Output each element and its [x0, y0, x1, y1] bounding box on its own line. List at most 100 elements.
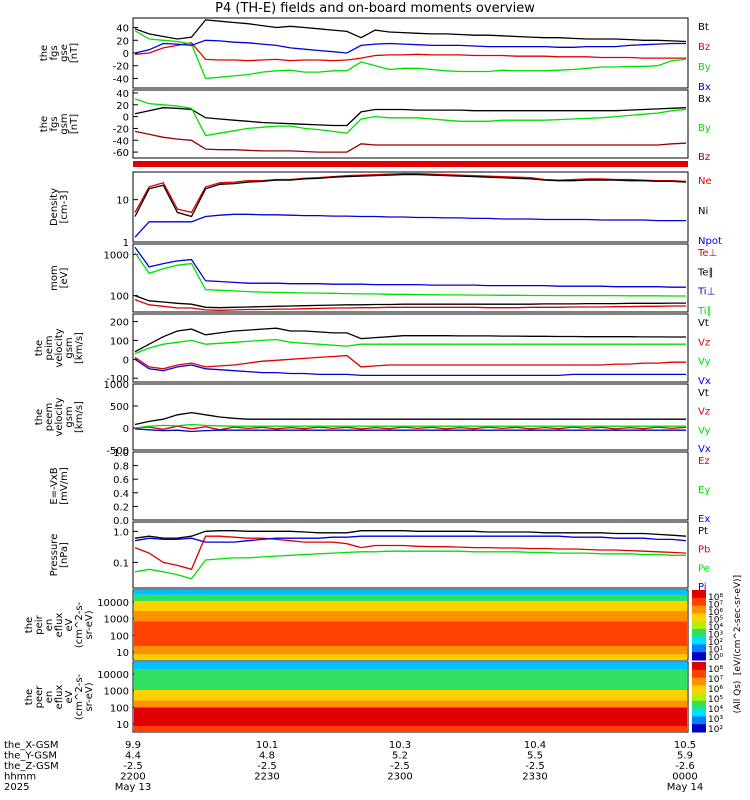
- panel-frame: [132, 243, 689, 313]
- series-line-By: [134, 30, 687, 80]
- ytick-label: 10: [116, 196, 129, 207]
- legend-Vy: Vy: [698, 425, 711, 436]
- ylabel-line: eV: [64, 618, 75, 631]
- colorbar-tick: 10³: [708, 631, 723, 641]
- ytick-label: 1000: [104, 250, 129, 261]
- xaxis-value: 10.3: [389, 740, 411, 751]
- legend-Bz: Bz: [698, 42, 710, 53]
- legend-Te∥: Te∥: [697, 267, 714, 278]
- ytick-label: 0: [123, 355, 129, 366]
- colorbar-tick: 10¹: [708, 646, 723, 656]
- ylabel-line: [nPa]: [59, 542, 70, 568]
- ytick-label: 100: [110, 336, 129, 347]
- panel-peem-velocity: the peem velocity gsm [km/s] 1000 500 0 -500 Vt Vz…: [34, 380, 711, 457]
- legend-By: By: [698, 123, 711, 134]
- ylabel-line: [km/s]: [74, 401, 85, 433]
- xaxis-value: -2.6: [675, 761, 695, 772]
- colorbar-cell: [692, 628, 706, 638]
- ytick-label: 0.8: [113, 462, 129, 473]
- heatmap-band: [134, 690, 687, 701]
- colorbar-cell: [692, 644, 706, 653]
- ytick-label: -500: [106, 446, 129, 457]
- colorbar-tick: 10⁷: [708, 675, 723, 685]
- ylabel-line: sr-eV): [84, 610, 95, 639]
- ylabel-line: the: [24, 689, 35, 705]
- legend-Pi: Pi: [698, 582, 707, 593]
- colorbar-tick: 10⁸: [708, 593, 723, 603]
- ylabel-line: sr-eV): [84, 682, 95, 711]
- colorbar-tick: 10⁰: [708, 653, 723, 663]
- panel-pressure: Pressure [nPa] 1.0 0.1 Pt Pb Pe Pi: [49, 521, 710, 593]
- page-title: P4 (TH-E) fields and on-board moments ov…: [215, 1, 535, 16]
- panel-peim-velocity: the peim velocity gsm [km/s] 200 100 0 -100 Vt Vz V…: [34, 313, 711, 387]
- legend-Bx: Bx: [698, 82, 711, 93]
- ytick-label: -20: [113, 124, 129, 135]
- ytick-label: 0.4: [113, 489, 129, 500]
- ytick-label: 1000: [104, 687, 129, 698]
- panel-frame: [132, 89, 689, 159]
- heatmap-band: [134, 654, 687, 660]
- xaxis-value: 10.5: [674, 740, 696, 751]
- heatmap-band: [134, 726, 687, 732]
- ytick-label: 0.2: [113, 502, 129, 513]
- ytick-label: 10: [116, 720, 129, 731]
- legend-Vy: Vy: [698, 357, 711, 368]
- ylabel-line: (cm^2-s-: [74, 601, 85, 648]
- xaxis-value: 4.4: [125, 751, 141, 762]
- colorbar-tick: 10³: [708, 715, 723, 725]
- ylabel-line: fgs: [49, 116, 60, 131]
- ylabel-line: [cm-3]: [59, 190, 70, 223]
- ytick-label: 0.6: [113, 475, 129, 486]
- ylabel-line: velocity: [54, 328, 65, 367]
- legend-Ti∥: Ti∥: [697, 306, 712, 317]
- series-line-Vy: [134, 338, 686, 355]
- series-line-Pb: [134, 535, 687, 571]
- series-line-Ti∥: [134, 252, 686, 297]
- ylabel-line: peer: [34, 685, 45, 709]
- colorbar-label: [eV/(cm^2-sec-sr-eV)]: [733, 575, 743, 675]
- ytick-label: 0.1: [113, 558, 129, 569]
- series-line-Bz: [134, 42, 686, 62]
- ytick-label: 1000: [104, 615, 129, 626]
- series-line-Bx: [134, 39, 686, 54]
- colorbar-cell: [692, 693, 706, 702]
- ylabel-line: eV: [64, 690, 75, 703]
- ylabel-line: the: [39, 116, 50, 132]
- heatmap-band: [134, 646, 687, 655]
- heatmap-band: [134, 590, 687, 595]
- panel-peir: the peir en eflux eV (cm^2-s-sr-eV)10000 1000 1…: [24, 575, 743, 675]
- ylabel-line: the: [24, 617, 35, 633]
- xaxis-value: 2300: [387, 772, 412, 783]
- panel-frame: [132, 383, 689, 451]
- ylabel-line: [km/s]: [74, 332, 85, 364]
- xaxis-value: 4.8: [259, 751, 275, 762]
- ylabel-line: peir: [34, 614, 45, 634]
- series-line-Pe: [134, 550, 686, 580]
- xaxis-value: -2.5: [123, 761, 143, 772]
- panel-frame: [132, 521, 689, 589]
- xaxis-value: 0000: [672, 772, 697, 783]
- xaxis-row-label: hhmm: [4, 772, 36, 783]
- ytick-label: -40: [113, 136, 129, 147]
- legend-Ex: Ex: [698, 514, 710, 525]
- ylabel-line: E=-VxB: [49, 467, 60, 504]
- series-line-Vz: [134, 425, 687, 431]
- xaxis-row-label: the_Z-GSM: [4, 761, 59, 772]
- heatmap-band: [134, 621, 687, 646]
- heatmap-band: [134, 601, 687, 611]
- colorbar-cell: [692, 724, 706, 733]
- ytick-label: 10: [116, 648, 129, 659]
- ytick-label: 100: [110, 292, 129, 303]
- legend-Bx: Bx: [698, 94, 711, 105]
- heatmap-band: [134, 611, 687, 622]
- ylabel-line: peem: [44, 403, 55, 431]
- series-line-Vx: [134, 428, 686, 433]
- heatmap-band: [134, 707, 687, 727]
- ytick-label: 0.0: [113, 516, 129, 527]
- ylabel-line: [nT]: [69, 43, 80, 63]
- ylabel-line: [mV/m]: [59, 467, 70, 505]
- ylabel-line: Density: [49, 188, 60, 226]
- ytick-label: 0: [123, 113, 129, 124]
- ylabel-line: (cm^2-s-: [74, 673, 85, 720]
